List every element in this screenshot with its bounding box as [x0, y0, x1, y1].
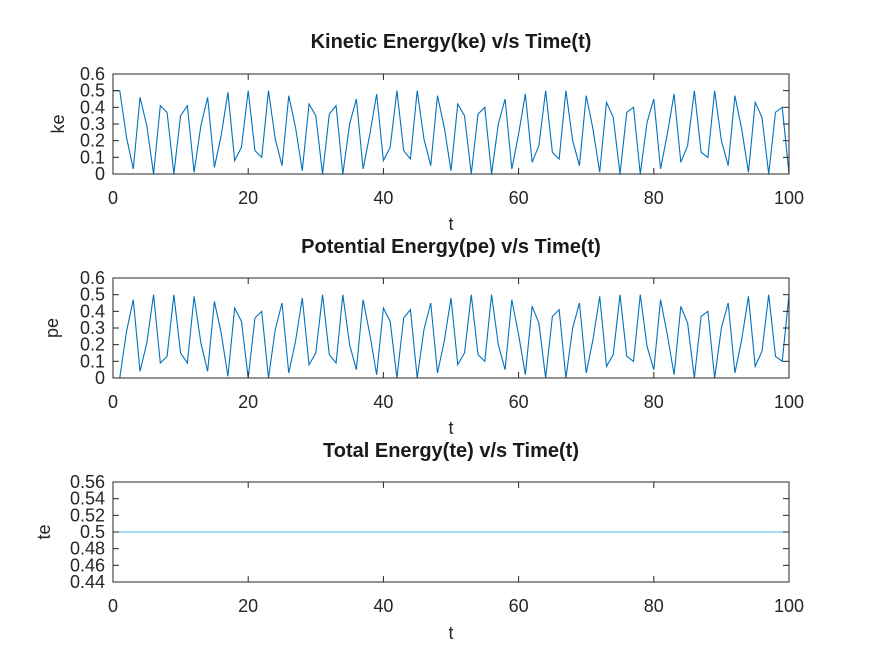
- ke-y-tick-label: 0.4: [80, 97, 105, 117]
- ke-x-tick-label: 0: [108, 188, 118, 208]
- te-y-tick-label: 0.52: [70, 505, 105, 525]
- ke-y-tick-label: 0.1: [80, 147, 105, 167]
- ke-marks: [113, 90, 790, 175]
- te-y-tick-label: 0.44: [70, 572, 105, 592]
- te-x-tick-label: 100: [774, 596, 804, 616]
- pe-y-tick-label: 0.6: [80, 268, 105, 288]
- ke-y-axis-label: ke: [48, 114, 68, 133]
- pe-x-tick-label: 20: [238, 392, 258, 412]
- ke-series-line-0: [113, 90, 790, 175]
- pe-x-tick-label: 40: [373, 392, 393, 412]
- ke-y-tick-label: 0.5: [80, 81, 105, 101]
- pe-y-tick-label: 0.4: [80, 301, 105, 321]
- pe-plot-frame: [112, 277, 790, 379]
- ke-y-tick-label: 0.2: [80, 131, 105, 151]
- ke-x-tick-label: 80: [644, 188, 664, 208]
- te-y-tick-label: 0.5: [80, 522, 105, 542]
- ke-y-tick-label: 0.6: [80, 64, 105, 84]
- te-x-tick-label: 60: [509, 596, 529, 616]
- ke-y-tick-label: 0: [95, 164, 105, 184]
- te-y-tick-label: 0.56: [70, 472, 105, 492]
- te-y-tick-label: 0.46: [70, 555, 105, 575]
- pe-y-tick-label: 0.5: [80, 285, 105, 305]
- ke-x-tick-label: 100: [774, 188, 804, 208]
- pe-x-tick-label: 100: [774, 392, 804, 412]
- ke-y-tick-label: 0.3: [80, 114, 105, 134]
- pe-y-tick-label: 0.1: [80, 351, 105, 371]
- te-x-tick-label: 0: [108, 596, 118, 616]
- pe-chart-title: Potential Energy(pe) v/s Time(t): [301, 236, 601, 258]
- pe-y-tick-label: 0: [95, 368, 105, 388]
- pe-y-axis-label: pe: [42, 318, 62, 338]
- te-x-tick-label: 20: [238, 596, 258, 616]
- pe-x-tick-label: 80: [644, 392, 664, 412]
- pe-subplot: Potential Energy(pe) v/s Time(t) t pe 0 2…: [42, 236, 804, 438]
- ke-plot-frame: [112, 73, 790, 175]
- te-x-axis-label: t: [448, 623, 453, 643]
- ke-chart-title: Kinetic Energy(ke) v/s Time(t): [311, 31, 592, 53]
- pe-series-line-0: [113, 294, 790, 379]
- pe-y-tick-label: 0.2: [80, 335, 105, 355]
- te-y-tick-label: 0.48: [70, 539, 105, 559]
- pe-x-tick-label: 60: [509, 392, 529, 412]
- te-subplot: Total Energy(te) v/s Time(t) t te 0 20 40 6…: [34, 440, 804, 643]
- te-y-tick-label: 0.54: [70, 489, 105, 509]
- ke-x-tick-label: 60: [509, 188, 529, 208]
- te-x-tick-label: 80: [644, 596, 664, 616]
- te-chart-title: Total Energy(te) v/s Time(t): [323, 440, 579, 462]
- te-x-tick-label: 40: [373, 596, 393, 616]
- te-y-axis-label: te: [34, 524, 54, 539]
- ke-x-tick-label: 20: [238, 188, 258, 208]
- ke-x-axis-label: t: [448, 214, 453, 234]
- pe-marks: [113, 294, 790, 379]
- pe-y-tick-label: 0.3: [80, 318, 105, 338]
- ke-x-tick-label: 40: [373, 188, 393, 208]
- te-ticks: 0 20 40 60 80 100 0.440.460.480.50.520.540.56: [70, 472, 804, 616]
- te-plot-frame: [112, 481, 790, 583]
- pe-x-tick-label: 0: [108, 392, 118, 412]
- pe-x-axis-label: t: [448, 418, 453, 438]
- ke-subplot: Kinetic Energy(ke) v/s Time(t) t ke 0 20 4…: [48, 31, 804, 234]
